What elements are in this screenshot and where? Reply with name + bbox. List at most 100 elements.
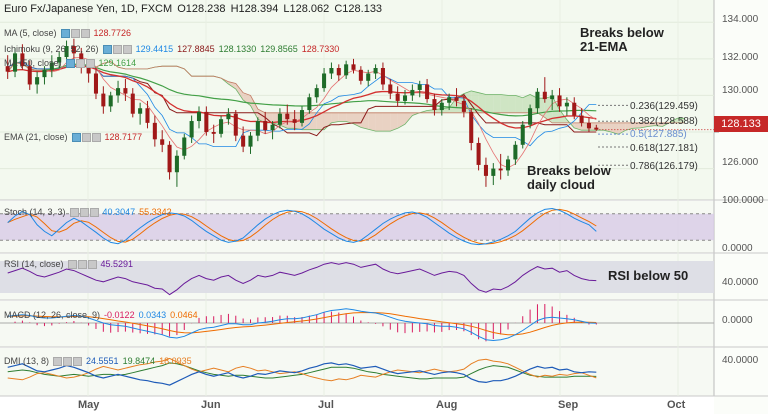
close-icon[interactable] bbox=[73, 356, 83, 366]
candle-body bbox=[226, 113, 231, 120]
ichimoku-cloud-segment bbox=[338, 112, 347, 122]
close-icon[interactable] bbox=[80, 28, 90, 38]
legend-rsi[interactable]: RSI (14, close) 45.5291 bbox=[4, 259, 133, 269]
x-tick-may: May bbox=[78, 399, 100, 411]
candle-body bbox=[557, 95, 562, 107]
candle-body bbox=[476, 142, 481, 165]
legend-ichimoku[interactable]: Ichimoku (9, 26, 52, 26) 129.4415 127.88… bbox=[4, 44, 339, 54]
price-tick-134: 134.000 bbox=[722, 14, 759, 25]
indicator-toolbar[interactable] bbox=[102, 44, 132, 54]
ichimoku-cloud-segment bbox=[368, 112, 376, 132]
ichimoku-cloud-segment bbox=[633, 122, 641, 129]
eye-icon[interactable] bbox=[69, 207, 79, 217]
candle-body bbox=[586, 122, 591, 129]
settings-icon[interactable] bbox=[112, 44, 122, 54]
ema-label: EMA (21, close) bbox=[4, 132, 68, 142]
annotation-ema-line1: Breaks below bbox=[580, 25, 664, 40]
stoch-tick-100: 100.0000 bbox=[722, 195, 764, 206]
candle-body bbox=[167, 144, 172, 173]
eye-icon[interactable] bbox=[60, 28, 70, 38]
x-tick-jun: Jun bbox=[201, 399, 221, 411]
candle-body bbox=[116, 88, 121, 96]
settings-icon[interactable] bbox=[81, 132, 91, 142]
legend-dmi[interactable]: DMI (13, 8) 24.5551 19.8474 18.0935 bbox=[4, 356, 192, 366]
candle-body bbox=[380, 68, 385, 85]
close-icon[interactable] bbox=[91, 132, 101, 142]
annotation-cloud-break: Breaks below daily cloud bbox=[527, 164, 611, 192]
candle-body bbox=[425, 84, 430, 100]
close-icon[interactable] bbox=[85, 58, 95, 68]
settings-icon[interactable] bbox=[70, 28, 80, 38]
ichimoku-cloud-segment bbox=[309, 112, 317, 130]
price-tick-126: 126.000 bbox=[722, 157, 759, 168]
dmi-tick-40: 40.0000 bbox=[722, 355, 759, 366]
open-value: O128.238 bbox=[177, 3, 226, 15]
settings-icon[interactable] bbox=[75, 58, 85, 68]
eye-icon[interactable] bbox=[71, 132, 81, 142]
close-icon[interactable] bbox=[89, 207, 99, 217]
macd-pane-bg bbox=[0, 301, 714, 347]
rsi-value: 45.5291 bbox=[100, 259, 134, 269]
low-value: L128.062 bbox=[283, 3, 330, 15]
candle-body bbox=[285, 113, 290, 120]
price-axis-bg bbox=[714, 0, 768, 414]
ichimoku-cloud-segment bbox=[316, 112, 325, 130]
candle-body bbox=[248, 135, 253, 147]
fib-level-05: 0.5(127.885) bbox=[630, 129, 687, 140]
candle-body bbox=[572, 102, 577, 116]
annotation-cloud-line2: daily cloud bbox=[527, 177, 595, 192]
ma50-label: MA (50, close) bbox=[4, 58, 62, 68]
adx-line bbox=[7, 362, 597, 380]
ichimoku-cloud-segment bbox=[360, 112, 369, 130]
ichimoku-cloud-segment bbox=[331, 112, 339, 123]
candle-body bbox=[270, 124, 275, 131]
rsi-tick-40: 40.0000 bbox=[722, 277, 759, 288]
ichimoku-cloud-segment bbox=[257, 109, 266, 123]
candle-body bbox=[49, 62, 54, 70]
candle-body bbox=[506, 159, 511, 171]
symbol-header: Euro Fx/Japanese Yen, 1D, FXCM O128.238 … bbox=[4, 3, 384, 15]
candle-body bbox=[108, 95, 113, 107]
indicator-toolbar[interactable] bbox=[60, 28, 90, 38]
ichimoku-cloud-segment bbox=[235, 83, 244, 100]
candle-body bbox=[20, 53, 25, 67]
macd-line bbox=[7, 308, 597, 342]
legend-sma[interactable]: MA (5, close) 128.7726 bbox=[4, 28, 131, 38]
indicator-toolbar[interactable] bbox=[69, 207, 99, 217]
settings-icon[interactable] bbox=[79, 207, 89, 217]
indicator-toolbar[interactable] bbox=[71, 132, 101, 142]
close-icon[interactable] bbox=[87, 259, 97, 269]
ichimoku-cloud-segment bbox=[375, 112, 383, 132]
legend-macd[interactable]: MACD (12, 26, close, 9) -0.0122 0.0343 0… bbox=[4, 310, 198, 320]
legend-stoch[interactable]: Stoch (14, 3, 3) 40.3047 55.3342 bbox=[4, 207, 172, 217]
indicator-toolbar[interactable] bbox=[67, 259, 97, 269]
symbol-title[interactable]: Euro Fx/Japanese Yen, 1D, FXCM bbox=[4, 3, 173, 15]
settings-icon[interactable] bbox=[63, 356, 73, 366]
indicator-toolbar[interactable] bbox=[53, 356, 83, 366]
candle-body bbox=[542, 91, 547, 100]
ichimoku-kijun: 127.8845 bbox=[177, 44, 215, 54]
candle-body bbox=[447, 97, 452, 103]
macd-tick-0: 0.0000 bbox=[722, 315, 753, 326]
candle-body bbox=[138, 108, 143, 114]
eye-icon[interactable] bbox=[102, 44, 112, 54]
eye-icon[interactable] bbox=[65, 58, 75, 68]
candle-body bbox=[491, 168, 496, 176]
eye-icon[interactable] bbox=[67, 259, 77, 269]
legend-ema[interactable]: EMA (21, close) 128.7177 bbox=[4, 132, 142, 142]
indicator-toolbar[interactable] bbox=[65, 58, 95, 68]
ichimoku-chikou: 128.1330 bbox=[218, 44, 257, 54]
legend-ma50[interactable]: MA (50, close) 129.1614 bbox=[4, 58, 136, 68]
candle-body bbox=[395, 93, 400, 101]
settings-icon[interactable] bbox=[77, 259, 87, 269]
x-tick-oct: Oct bbox=[667, 399, 686, 411]
ichimoku-tenkan: 129.4415 bbox=[135, 44, 174, 54]
close-icon[interactable] bbox=[122, 44, 132, 54]
stoch-band bbox=[0, 213, 714, 241]
fib-level-0786: 0.786(126.179) bbox=[630, 161, 698, 172]
price-pane-bg bbox=[0, 0, 714, 200]
candle-body bbox=[314, 88, 319, 98]
dmi-plus-line bbox=[7, 362, 597, 386]
x-tick-aug: Aug bbox=[436, 399, 458, 411]
eye-icon[interactable] bbox=[53, 356, 63, 366]
